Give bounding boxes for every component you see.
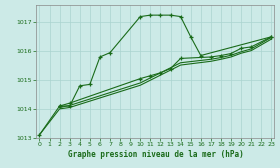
X-axis label: Graphe pression niveau de la mer (hPa): Graphe pression niveau de la mer (hPa) <box>67 150 243 159</box>
